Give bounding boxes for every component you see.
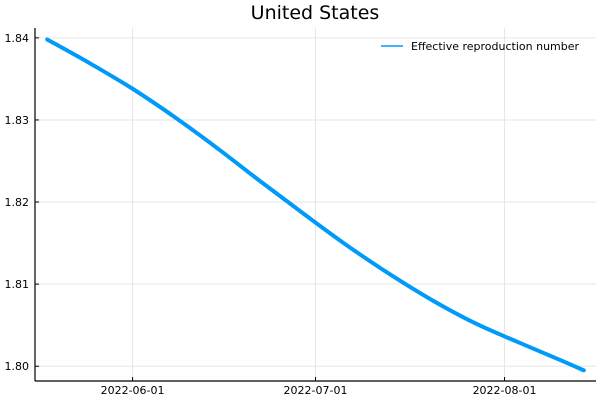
tick-labels: 2022-06-01 2022-07-01 2022-08-01 1.80 1.81 1.…: [5, 32, 537, 397]
chart-title: United States: [251, 2, 380, 24]
y-tick-label-4: 1.84: [5, 32, 30, 45]
y-tick-label-3: 1.83: [5, 114, 30, 127]
series-line-0: [45, 37, 586, 373]
series-layer: [45, 37, 586, 373]
y-tick-label-1: 1.81: [5, 278, 30, 291]
legend: Effective reproduction number: [381, 40, 580, 53]
x-tick-label-2: 2022-08-01: [473, 384, 537, 397]
y-tick-label-0: 1.80: [5, 360, 30, 373]
axes: [34, 28, 596, 382]
y-tick-label-2: 1.82: [5, 196, 30, 209]
x-tick-label-0: 2022-06-01: [101, 384, 165, 397]
grid: [35, 28, 596, 381]
x-tick-label-1: 2022-07-01: [284, 384, 348, 397]
legend-label: Effective reproduction number: [411, 40, 580, 53]
